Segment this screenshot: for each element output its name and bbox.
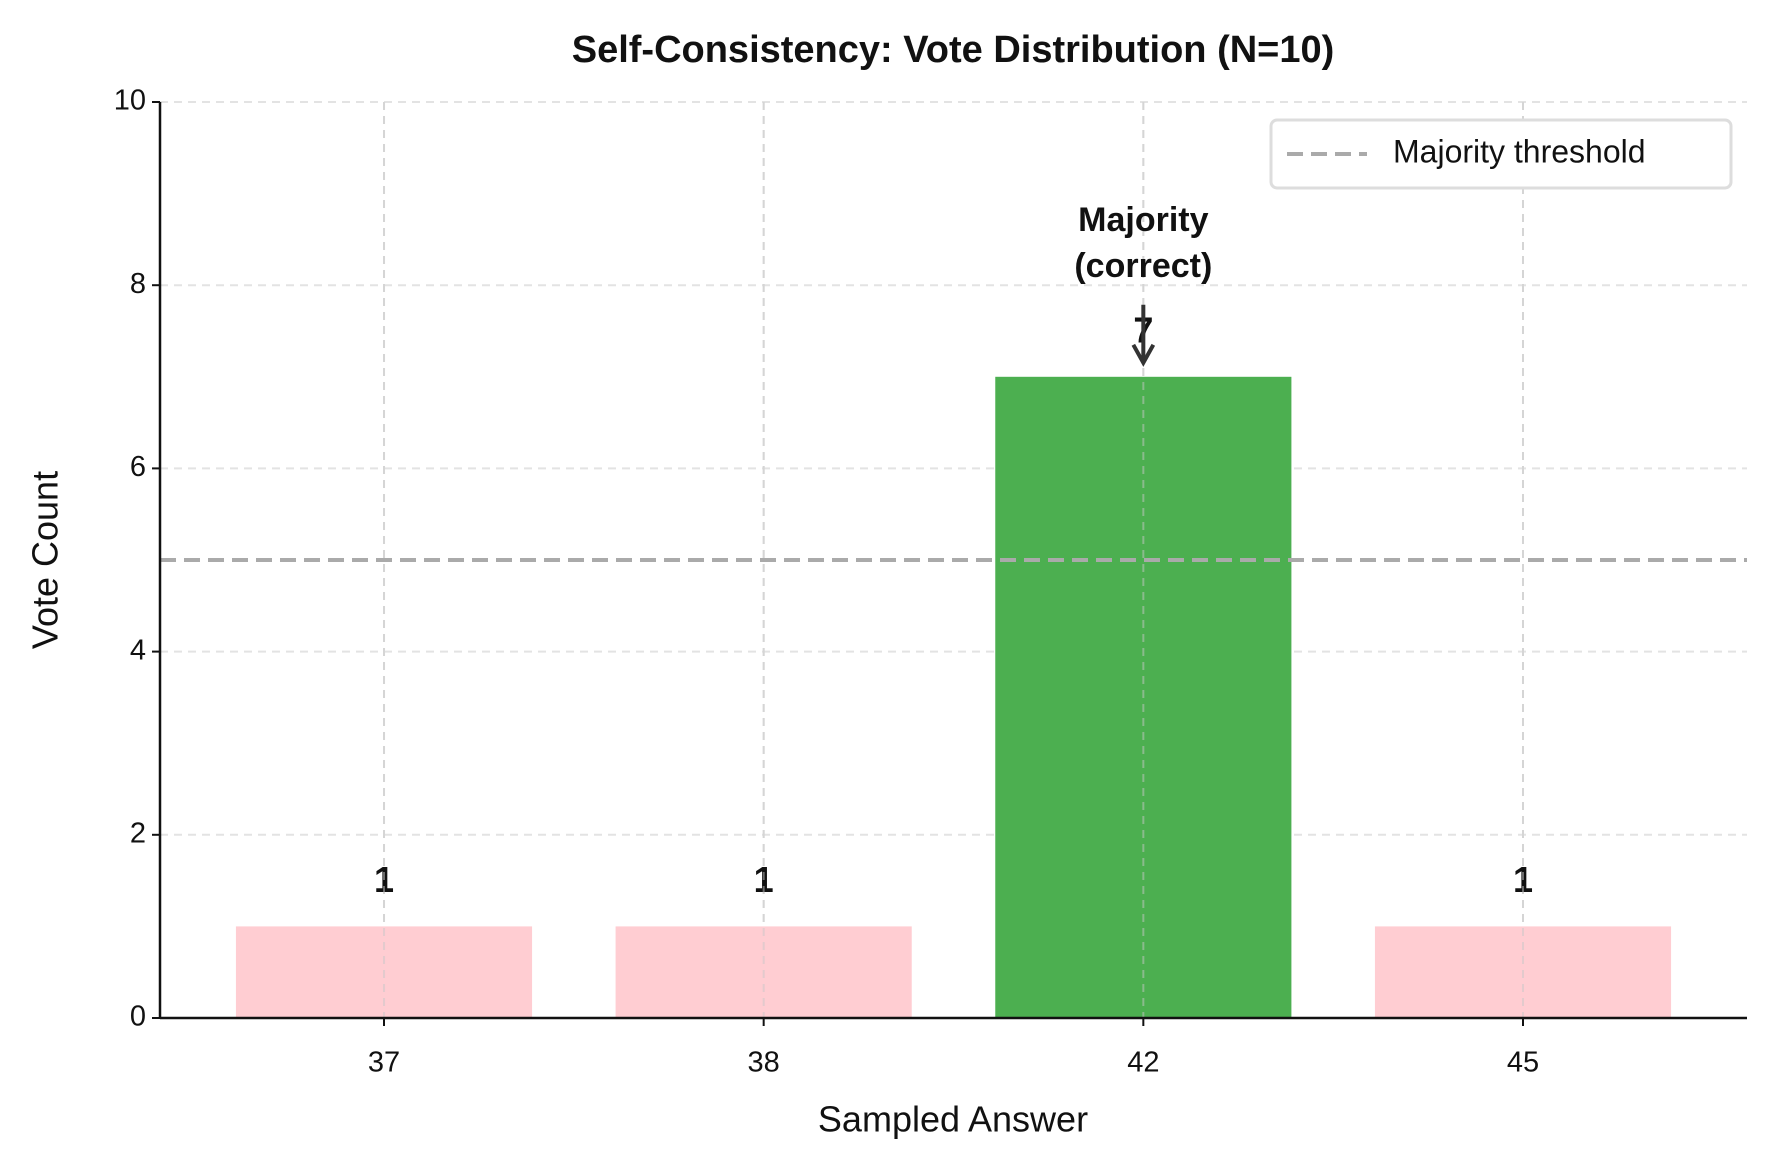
legend-label: Majority threshold (1393, 133, 1646, 169)
x-tick-label: 37 (368, 1047, 400, 1079)
legend-box (1269, 118, 1733, 190)
y-axis-label: Vote Count (25, 471, 66, 649)
annotation: Majority (1078, 201, 1208, 239)
y-tick-label: 4 (130, 634, 146, 666)
annotation: (correct) (1074, 247, 1212, 285)
chart-title: Self-Consistency: Vote Distribution (N=1… (572, 29, 1335, 71)
x-tick-label: 42 (1127, 1047, 1159, 1079)
y-tick-label: 10 (114, 85, 146, 117)
x-axis-label: Sampled Answer (818, 1099, 1088, 1140)
y-tick-label: 6 (130, 451, 146, 483)
x-tick-label: 45 (1507, 1047, 1539, 1079)
y-tick-label: 0 (130, 1001, 146, 1033)
y-tick-label: 2 (130, 817, 146, 849)
x-tick-label: 38 (748, 1047, 780, 1079)
annotation-arrowhead (1131, 343, 1156, 367)
y-tick-label: 8 (130, 268, 146, 300)
